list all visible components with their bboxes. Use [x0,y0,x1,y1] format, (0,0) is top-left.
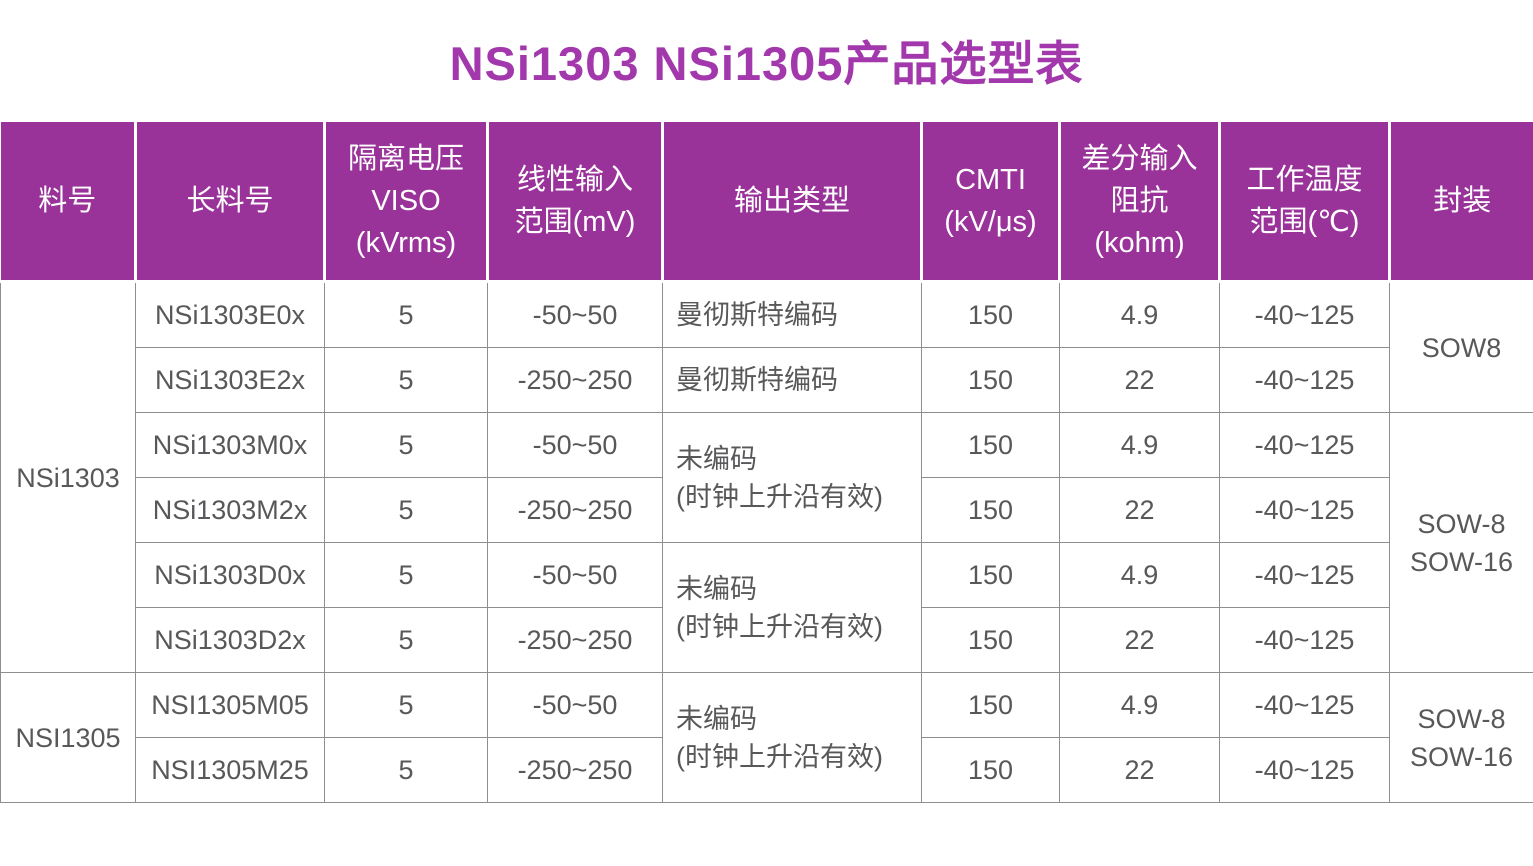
cell-output-type: 曼彻斯特编码 [662,281,922,349]
table-row: NSi1303M2x 5 -250~250 150 22 -40~125 [1,477,1533,544]
cell-viso: 5 [324,412,488,479]
cell-temp-range: -40~125 [1219,672,1390,739]
header-operating-temp-range: 工作温度 范围(℃) [1218,122,1390,284]
cell-impedance: 22 [1059,347,1220,414]
cell-viso: 5 [324,672,488,739]
header-package: 封装 [1388,122,1533,284]
cell-cmti: 150 [921,542,1060,609]
cell-cmti: 150 [921,607,1060,674]
cell-input-range: -50~50 [487,542,663,609]
cell-cmti: 150 [921,412,1060,479]
cell-temp-range: -40~125 [1219,281,1390,349]
cell-input-range: -50~50 [487,281,663,349]
cell-output-type: 未编码 (时钟上升沿有效) [662,412,922,544]
table-row: NSi1303D0x 5 -50~50 未编码 (时钟上升沿有效) 150 4.… [1,542,1533,674]
header-long-part-number: 长料号 [134,122,325,284]
cell-cmti: 150 [921,672,1060,739]
header-cmti: CMTI (kV/μs) [920,122,1060,284]
cell-impedance: 4.9 [1059,672,1220,739]
table-row: NSi1303D2x 5 -250~250 150 22 -40~125 [1,607,1533,674]
cell-impedance: 4.9 [1059,542,1220,609]
cell-output-type: 未编码 (时钟上升沿有效) [662,542,922,674]
table-row: NSI1305M25 5 -250~250 150 22 -40~125 [1,737,1533,804]
cell-temp-range: -40~125 [1219,477,1390,544]
cell-impedance: 4.9 [1059,281,1220,349]
table-row: NSi1303E2x 5 -250~250 曼彻斯特编码 150 22 -40~… [1,347,1533,414]
cell-input-range: -50~50 [487,672,663,739]
cell-impedance: 22 [1059,737,1220,804]
cell-cmti: 150 [921,281,1060,349]
header-isolation-voltage: 隔离电压 VISO (kVrms) [323,122,488,284]
cell-temp-range: -40~125 [1219,737,1390,804]
cell-long-part: NSi1303E2x [135,347,325,414]
table-header-row: 料号 长料号 隔离电压 VISO (kVrms) 线性输入 范围(mV) 输出类… [0,122,1533,284]
cell-impedance: 22 [1059,607,1220,674]
header-part-number: 料号 [0,122,136,284]
cell-cmti: 150 [921,347,1060,414]
cell-viso: 5 [324,607,488,674]
cell-output-type: 未编码 (时钟上升沿有效) [662,672,922,804]
cell-long-part: NSi1303D0x [135,542,325,609]
cell-long-part: NSi1303M0x [135,412,325,479]
cell-input-range: -250~250 [487,477,663,544]
page-title: NSi1303 NSi1305产品选型表 [449,37,1084,90]
cell-long-part: NSI1305M05 [135,672,325,739]
header-diff-input-impedance: 差分输入 阻抗 (kohm) [1058,122,1220,284]
cell-viso: 5 [324,281,488,349]
cell-long-part: NSi1303M2x [135,477,325,544]
cell-temp-range: -40~125 [1219,347,1390,414]
product-selector-table: 料号 长料号 隔离电压 VISO (kVrms) 线性输入 范围(mV) 输出类… [0,122,1533,804]
header-output-type: 输出类型 [661,122,922,284]
cell-viso: 5 [324,542,488,609]
header-linear-input-range: 线性输入 范围(mV) [486,122,663,284]
cell-input-range: -50~50 [487,412,663,479]
cell-package: SOW-8 SOW-16 [1389,672,1533,804]
cell-input-range: -250~250 [487,607,663,674]
cell-viso: 5 [324,347,488,414]
group-cell-nsi1303: NSi1303 [0,281,136,674]
cell-input-range: -250~250 [487,737,663,804]
cell-long-part: NSi1303D2x [135,607,325,674]
cell-temp-range: -40~125 [1219,607,1390,674]
cell-long-part: NSI1305M25 [135,737,325,804]
cell-temp-range: -40~125 [1219,412,1390,479]
table-row: NSI1305 NSI1305M05 5 -50~50 未编码 (时钟上升沿有效… [0,672,1533,804]
cell-temp-range: -40~125 [1219,542,1390,609]
cell-impedance: 22 [1059,477,1220,544]
cell-input-range: -250~250 [487,347,663,414]
group-cell-nsi1305: NSI1305 [0,672,136,804]
cell-impedance: 4.9 [1059,412,1220,479]
cell-viso: 5 [324,737,488,804]
cell-cmti: 150 [921,477,1060,544]
cell-long-part: NSi1303E0x [135,281,325,349]
table-row: NSi1303 NSi1303E0x 5 -50~50 曼彻斯特编码 150 4… [0,281,1533,674]
cell-output-type: 曼彻斯特编码 [662,347,922,414]
cell-cmti: 150 [921,737,1060,804]
table-row: NSi1303M0x 5 -50~50 未编码 (时钟上升沿有效) 150 4.… [1,412,1533,674]
cell-viso: 5 [324,477,488,544]
cell-package: SOW8 [1389,281,1533,414]
cell-package: SOW-8 SOW-16 [1389,412,1533,674]
